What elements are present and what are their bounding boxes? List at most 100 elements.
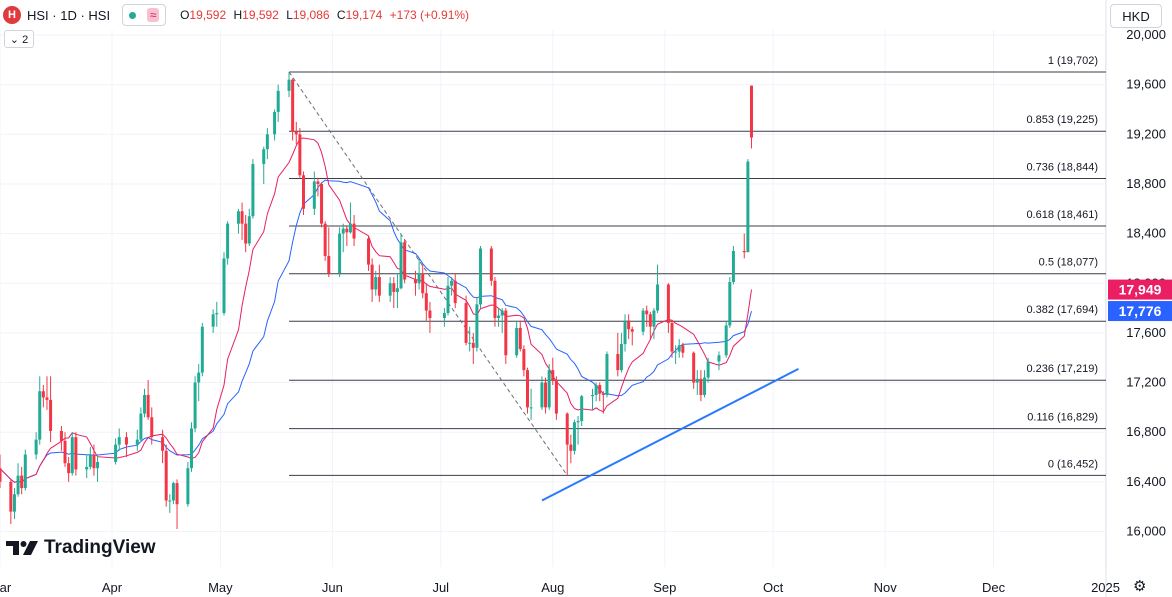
candle: [200, 322, 204, 377]
candle-body: [417, 273, 421, 284]
candle: [692, 351, 696, 389]
candle-body: [96, 461, 100, 469]
time-tick-label: Jul: [432, 580, 449, 595]
candle-body: [352, 223, 356, 239]
candle: [703, 370, 707, 398]
candle: [731, 246, 735, 285]
candle: [497, 308, 501, 327]
candle-body: [442, 313, 446, 319]
candle-body: [63, 440, 67, 464]
candle-body: [59, 430, 63, 441]
candle: [20, 466, 24, 495]
fib-level-label: 0.736 (18,844): [1026, 161, 1098, 173]
ohlc-high-value: 19,592: [242, 8, 279, 22]
candle: [146, 380, 150, 420]
candle: [627, 314, 631, 340]
candle-body: [453, 280, 457, 304]
candle: [352, 214, 356, 247]
candle: [413, 270, 417, 296]
symbol-logo-icon: H: [3, 6, 21, 24]
candle-body: [670, 322, 674, 352]
candle: [424, 283, 428, 321]
candle-body: [706, 361, 710, 378]
candle: [370, 258, 374, 302]
candle-body: [522, 349, 526, 371]
candle: [648, 311, 652, 340]
candle-body: [648, 314, 652, 327]
candle: [345, 226, 349, 247]
candle: [724, 320, 728, 358]
candle-body: [493, 280, 497, 319]
candle: [226, 221, 230, 265]
time-axis: Mar Apr May Jun Jul Aug Sep Oct Nov Dec 2025: [0, 580, 1120, 595]
candle: [619, 332, 623, 373]
candlestick-series: [0, 71, 753, 530]
candle: [598, 382, 602, 402]
candle-body: [12, 494, 16, 512]
candle: [388, 277, 392, 302]
candle-body: [88, 454, 92, 467]
fib-level-label: 0.853 (19,225): [1026, 114, 1098, 126]
candle-body: [377, 277, 381, 296]
candle-body: [70, 437, 74, 474]
candle: [522, 345, 526, 377]
price-tick-label: 19,600: [1126, 77, 1166, 92]
price-badge-bg: [1108, 301, 1172, 322]
candle-body: [601, 393, 605, 395]
fibonacci-retracement: 1 (19,702) 0.853 (19,225) 0.736 (18,844) 0.…: [289, 55, 1106, 476]
candle-body: [67, 463, 71, 474]
price-tick-label: 19,200: [1126, 126, 1166, 141]
candle-body: [161, 437, 165, 451]
ohlc-open-key: O: [180, 8, 190, 22]
candle: [236, 208, 240, 234]
fib-level-label: 0.236 (17,219): [1026, 363, 1098, 375]
candle-body: [85, 466, 89, 470]
candle-body: [479, 248, 483, 305]
candle-body: [464, 303, 468, 343]
indicators-collapse-button[interactable]: ⌄ 2: [4, 30, 34, 48]
ohlc-close-key: C: [336, 8, 346, 22]
candle: [168, 494, 172, 513]
candle: [327, 227, 331, 278]
currency-selector[interactable]: HKD: [1110, 4, 1162, 28]
candle-body: [20, 475, 24, 489]
symbol-label[interactable]: HSI · 1D · HSI: [27, 7, 111, 23]
candle-body: [168, 500, 172, 502]
settings-gear-icon[interactable]: ⚙: [1133, 578, 1147, 595]
candle: [475, 298, 479, 352]
candle: [374, 270, 378, 296]
candle: [742, 233, 746, 259]
price-tick-label: 18,800: [1126, 176, 1166, 191]
candle: [150, 407, 154, 445]
candle-body: [327, 255, 331, 274]
price-tick-label: 16,400: [1126, 474, 1166, 489]
candle: [273, 109, 277, 141]
candle-body: [117, 437, 121, 445]
candle: [392, 277, 396, 309]
drawing-lines: [288, 71, 799, 502]
candle-body: [150, 417, 154, 438]
candle: [23, 449, 27, 491]
fib-level-label: 0.5 (18,077): [1039, 257, 1098, 269]
candle: [348, 202, 352, 234]
ohlc-high-key: H: [233, 8, 243, 22]
candle: [320, 182, 324, 228]
slow-moving-average-line: [0, 179, 752, 483]
indicator-toggle-button[interactable]: ≈: [122, 4, 167, 26]
candle-body: [143, 394, 147, 414]
price-tick-label: 16,000: [1126, 524, 1166, 539]
candle: [540, 376, 544, 410]
candle-body: [114, 444, 118, 462]
candle-body: [569, 444, 573, 451]
candle: [189, 422, 193, 472]
price-badge-label: 17,776: [1119, 303, 1162, 319]
candle-body: [717, 355, 721, 362]
candle-body: [692, 352, 696, 383]
candle-body: [656, 284, 660, 311]
candle: [677, 339, 681, 358]
ohlc-readout: O19,592 H19,592 L19,086 C19,174 +173 (+0…: [180, 8, 473, 22]
ohlc-change-value: +173 (+0.91%): [389, 8, 470, 22]
candle-body: [0, 468, 2, 482]
